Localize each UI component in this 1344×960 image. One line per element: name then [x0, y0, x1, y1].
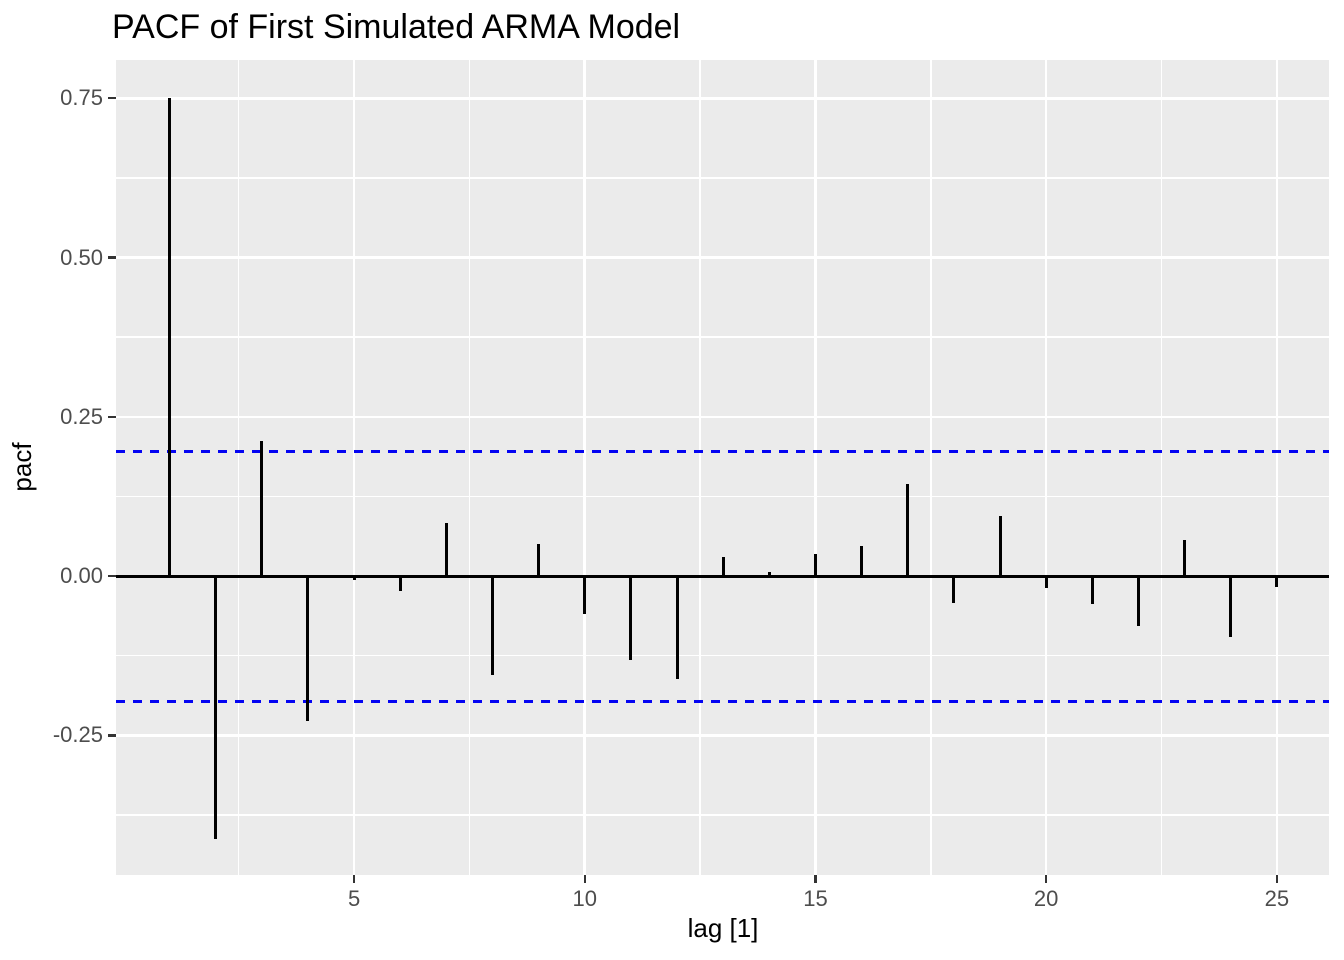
gridline-minor-horizontal [116, 814, 1329, 816]
gridline-major-vertical [814, 60, 817, 875]
gridline-minor-vertical [1160, 60, 1163, 875]
pacf-bar-lag-20 [1044, 576, 1048, 589]
y-tick-mark [108, 734, 116, 737]
confidence-line-upper [116, 449, 1329, 453]
y-axis-title: pacf [7, 442, 37, 492]
x-tick-label: 20 [1033, 886, 1059, 911]
y-tick-mark [108, 97, 116, 100]
x-tick-mark [814, 875, 817, 883]
gridline-minor-vertical [468, 60, 471, 875]
pacf-bar-lag-15 [813, 553, 817, 577]
pacf-bar-lag-22 [1136, 576, 1140, 627]
y-tick-label: 0.50 [60, 244, 103, 270]
pacf-bar-lag-2 [214, 576, 218, 839]
y-tick-label: -0.25 [52, 722, 103, 748]
pacf-bar-lag-11 [629, 576, 633, 660]
pacf-bar-lag-24 [1229, 576, 1233, 637]
pacf-bar-lag-6 [398, 576, 402, 591]
x-tick-mark [1045, 875, 1048, 883]
x-tick-mark [1275, 875, 1278, 883]
pacf-bar-lag-13 [721, 557, 725, 577]
gridline-minor-horizontal [116, 655, 1329, 657]
zero-line [116, 574, 1329, 578]
pacf-bar-lag-16 [860, 545, 864, 577]
pacf-bar-lag-5 [352, 576, 356, 580]
plot-title: PACF of First Simulated ARMA Model [112, 8, 681, 46]
pacf-bar-lag-10 [583, 576, 587, 614]
pacf-bar-lag-25 [1275, 576, 1279, 587]
pacf-bar-lag-7 [444, 523, 448, 577]
pacf-bar-lag-3 [260, 441, 264, 577]
x-tick-label: 25 [1264, 886, 1290, 911]
gridline-minor-vertical [699, 60, 701, 875]
x-tick-label: 15 [803, 886, 828, 911]
pacf-bar-lag-9 [537, 544, 541, 577]
confidence-line-lower [116, 699, 1329, 703]
y-tick-label: 0.00 [60, 563, 103, 589]
gridline-major-vertical [583, 60, 587, 875]
gridline-minor-horizontal [116, 495, 1329, 498]
gridline-major-vertical [352, 60, 356, 875]
x-axis-title: lag [1] [687, 913, 759, 943]
x-tick-mark [352, 875, 356, 883]
gridline-minor-horizontal [116, 336, 1329, 338]
pacf-bar-lag-12 [675, 576, 679, 679]
pacf-bar-lag-21 [1090, 576, 1094, 605]
pacf-bar-lag-14 [767, 571, 771, 577]
gridline-major-vertical [1044, 60, 1048, 875]
pacf-bar-lag-19 [998, 515, 1002, 577]
pacf-bar-lag-1 [168, 98, 172, 577]
pacf-bar-lag-18 [952, 576, 956, 603]
y-tick-mark [108, 256, 116, 259]
x-tick-mark [583, 875, 586, 883]
x-tick-label: 5 [347, 886, 361, 911]
y-tick-label: 0.75 [60, 85, 103, 111]
gridline-major-horizontal [116, 734, 1329, 737]
pacf-bar-lag-4 [306, 576, 310, 722]
y-tick-mark [108, 415, 116, 418]
gridline-major-horizontal [116, 256, 1329, 259]
gridline-minor-horizontal [116, 177, 1329, 179]
pacf-bar-lag-23 [1183, 540, 1187, 577]
gridline-major-horizontal [116, 415, 1329, 419]
x-tick-label: 10 [572, 886, 597, 911]
y-tick-label: 0.25 [60, 403, 103, 429]
gridline-major-horizontal [116, 96, 1329, 100]
plot-panel [116, 60, 1329, 875]
pacf-bar-lag-17 [906, 483, 910, 577]
gridline-minor-vertical [238, 60, 240, 875]
gridline-major-vertical [1275, 60, 1279, 875]
y-tick-mark [108, 575, 116, 578]
gridline-minor-vertical [930, 60, 932, 875]
pacf-bar-lag-8 [490, 576, 494, 675]
